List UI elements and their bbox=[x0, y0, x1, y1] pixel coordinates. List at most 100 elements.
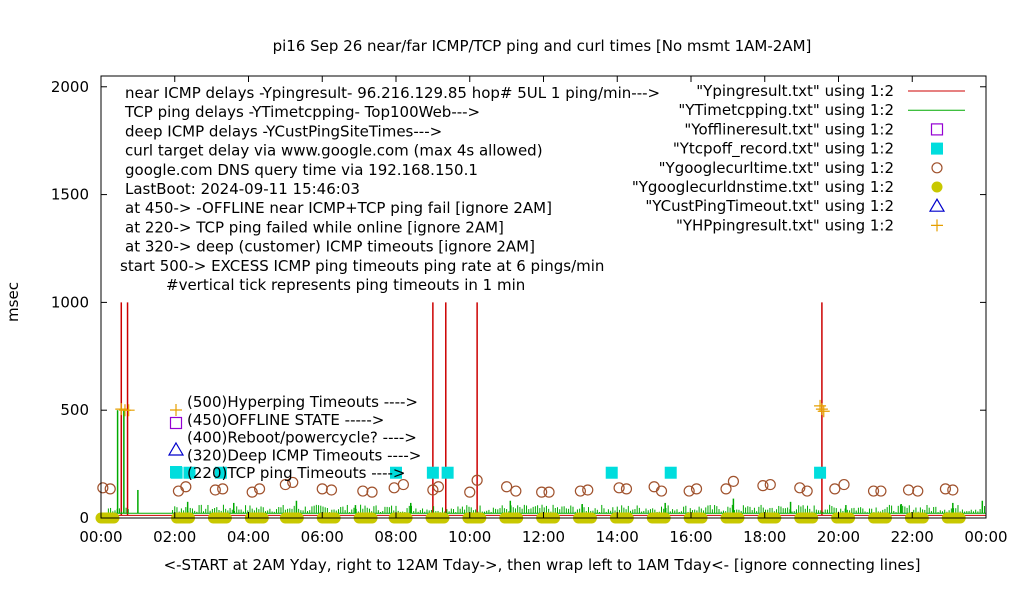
data-point-shape bbox=[253, 483, 266, 495]
data-point-shape bbox=[613, 482, 625, 494]
data-point bbox=[536, 486, 548, 498]
data-point bbox=[613, 482, 625, 494]
data-point bbox=[814, 466, 827, 479]
y-tick-label: 500 bbox=[60, 401, 89, 419]
data-point bbox=[397, 478, 409, 491]
data-point bbox=[838, 478, 850, 491]
data-point-shape bbox=[655, 485, 668, 497]
data-point bbox=[432, 481, 445, 493]
data-point-shape bbox=[757, 480, 769, 492]
level-marker-shape bbox=[169, 416, 183, 430]
data-point bbox=[357, 485, 369, 497]
data-point bbox=[501, 481, 513, 493]
data-point bbox=[180, 481, 192, 493]
tick-layer: 00:00 02:00 04:00 06:00 08:00 10:00 12:00 14:00… bbox=[51, 76, 1008, 546]
data-point-shape bbox=[867, 485, 880, 497]
level-marker-shape bbox=[170, 466, 182, 478]
data-point bbox=[574, 485, 586, 497]
data-point bbox=[97, 482, 109, 494]
y-axis-label: msec bbox=[4, 282, 22, 322]
legend-swatch bbox=[931, 181, 943, 193]
data-point-shape bbox=[357, 485, 369, 497]
data-point-shape bbox=[582, 484, 594, 496]
data-point-shape bbox=[279, 478, 291, 491]
data-point bbox=[801, 485, 813, 497]
legend-label: "YHPpingresult.txt" using 1:2 bbox=[676, 216, 894, 234]
data-point-shape bbox=[814, 466, 827, 479]
x-tick-label: 08:00 bbox=[374, 528, 417, 546]
data-point-shape bbox=[620, 483, 633, 495]
data-point bbox=[902, 484, 915, 496]
data-point bbox=[217, 483, 229, 495]
data-point bbox=[690, 483, 703, 495]
legend-label: "YCustPingTimeout.txt" using 1:2 bbox=[645, 197, 894, 215]
chart-title: pi16 Sep 26 near/far ICMP/TCP ping and c… bbox=[273, 37, 812, 55]
data-point bbox=[543, 486, 555, 498]
data-point-shape bbox=[536, 486, 548, 498]
data-point bbox=[867, 485, 880, 497]
x-tick-label: 00:00 bbox=[964, 528, 1007, 546]
data-point bbox=[683, 485, 695, 497]
data-point-shape bbox=[246, 486, 258, 498]
data-point bbox=[427, 484, 439, 496]
legend-swatch bbox=[931, 219, 943, 232]
data-point bbox=[390, 466, 402, 479]
x-tick-label: 22:00 bbox=[891, 528, 934, 546]
annotation-note: at 450-> -OFFLINE near ICMP+TCP ping fai… bbox=[125, 199, 552, 217]
data-point bbox=[253, 483, 266, 495]
data-point bbox=[510, 485, 522, 497]
notes-block: near ICMP delays -Ypingresult- 96.216.12… bbox=[120, 84, 660, 294]
data-point-shape bbox=[875, 485, 887, 497]
data-point-shape bbox=[366, 486, 378, 498]
level-marker bbox=[169, 416, 183, 430]
level-marker bbox=[170, 466, 182, 478]
data-point bbox=[214, 466, 227, 479]
data-point-shape bbox=[97, 482, 109, 494]
data-point-shape bbox=[122, 404, 135, 417]
data-point bbox=[366, 486, 378, 498]
data-point-shape bbox=[432, 481, 445, 493]
data-point bbox=[664, 466, 677, 479]
data-point-shape bbox=[794, 482, 806, 494]
data-point bbox=[122, 404, 135, 417]
data-point bbox=[426, 466, 439, 479]
legend-swatch-shape bbox=[931, 142, 943, 155]
legend-label: "Ygooglecurldnstime.txt" using 1:2 bbox=[632, 178, 894, 196]
x-tick-label: 12:00 bbox=[522, 528, 565, 546]
data-point-shape bbox=[801, 485, 813, 497]
data-point-shape bbox=[287, 476, 299, 489]
data-point bbox=[471, 474, 483, 486]
legend-label: "Ygooglecurltime.txt" using 1:2 bbox=[659, 159, 894, 177]
data-point-shape bbox=[720, 483, 732, 495]
data-point bbox=[720, 483, 732, 495]
data-point-shape bbox=[690, 483, 703, 495]
level-label: (400)Reboot/powercycle? ----> bbox=[187, 429, 417, 447]
data-point bbox=[817, 405, 830, 418]
data-point-shape bbox=[426, 466, 439, 479]
data-point-shape bbox=[217, 483, 229, 495]
data-point bbox=[464, 486, 476, 498]
annotation-note: #vertical tick represents ping timeouts … bbox=[166, 276, 525, 294]
legend-swatch-shape bbox=[931, 219, 943, 232]
data-point-shape bbox=[902, 484, 915, 496]
x-tick-label: 04:00 bbox=[227, 528, 270, 546]
legend-swatch-shape bbox=[928, 198, 946, 212]
data-point-shape bbox=[397, 478, 409, 491]
data-point bbox=[947, 484, 959, 496]
data-point-shape bbox=[912, 485, 924, 497]
data-point-shape bbox=[817, 405, 830, 418]
data-point-shape bbox=[427, 484, 439, 496]
x-tick-label: 02:00 bbox=[153, 528, 196, 546]
data-point-shape bbox=[464, 486, 476, 498]
legend: "Ypingresult.txt" using 1:2"YTimetcpping… bbox=[632, 82, 965, 234]
series-layer bbox=[95, 302, 986, 524]
level-marker bbox=[170, 404, 182, 416]
data-point bbox=[764, 478, 776, 491]
data-point bbox=[325, 484, 338, 496]
legend-label: "Ytcpoff_record.txt" using 1:2 bbox=[673, 140, 894, 159]
data-point bbox=[794, 482, 806, 494]
data-point-shape bbox=[764, 478, 776, 491]
data-point bbox=[939, 483, 952, 495]
data-point bbox=[183, 466, 196, 479]
